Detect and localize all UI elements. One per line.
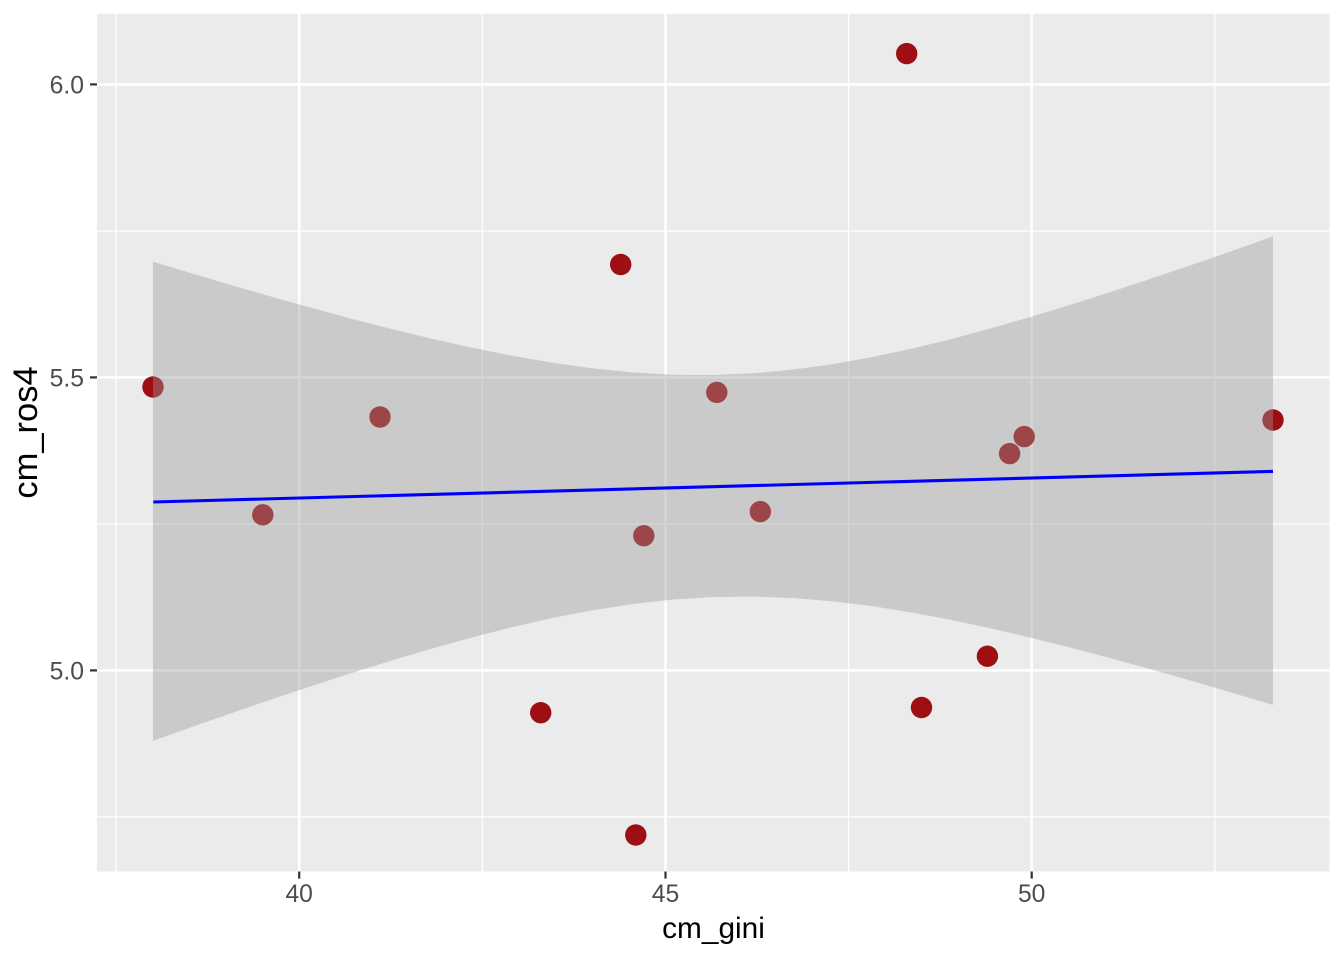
- svg-text:5.0: 5.0: [50, 658, 84, 685]
- svg-text:cm_ros4: cm_ros4: [7, 366, 45, 498]
- svg-text:50: 50: [1018, 881, 1045, 908]
- svg-text:5.5: 5.5: [50, 365, 84, 392]
- svg-text:6.0: 6.0: [50, 72, 84, 99]
- svg-text:40: 40: [285, 881, 312, 908]
- svg-text:45: 45: [652, 881, 679, 908]
- svg-text:cm_gini: cm_gini: [662, 912, 765, 945]
